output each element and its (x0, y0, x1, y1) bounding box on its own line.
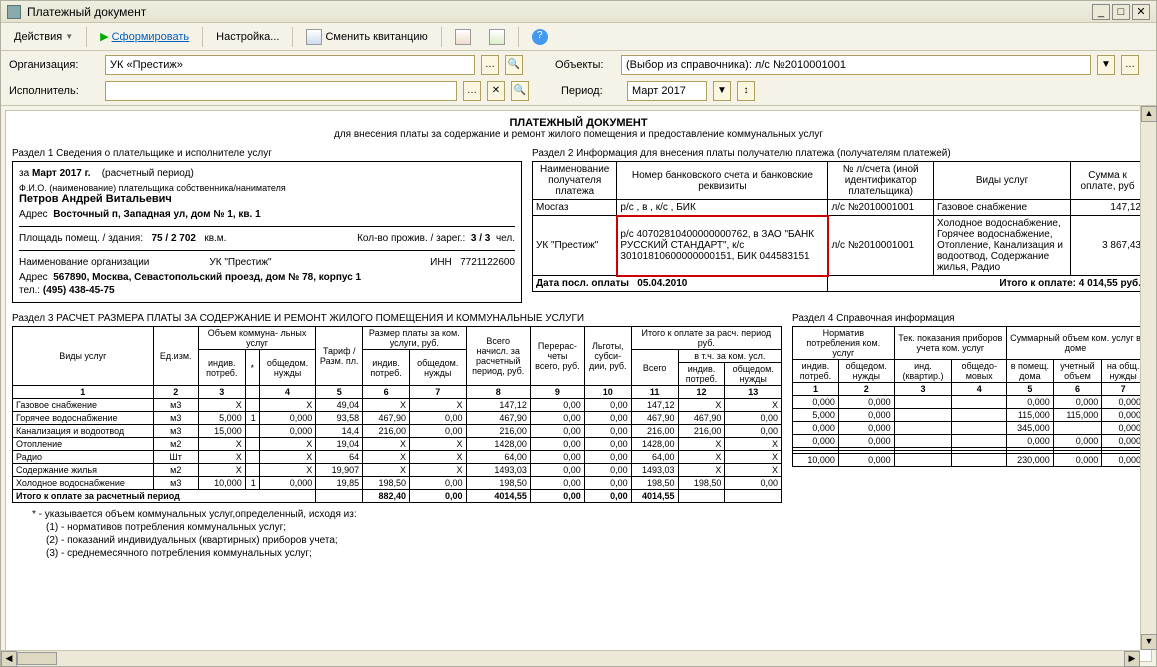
scroll-up-button[interactable]: ▲ (1141, 106, 1157, 122)
calc-table: Виды услугЕд.изм.Объем коммуна- льных ус… (12, 326, 782, 503)
actions-menu[interactable]: Действия▼ (7, 28, 80, 46)
org-input[interactable]: УК «Престиж» (105, 55, 475, 75)
section1-head: Раздел 1 Сведения о плательщике и исполн… (12, 148, 522, 159)
tool-icon-2[interactable] (482, 26, 512, 48)
titlebar: Платежный документ _ □ ✕ (1, 1, 1156, 23)
ref-table: Норматив потребления ком. услугТек. пока… (792, 326, 1145, 467)
recipients-table: Наименование получателя платежа Номер ба… (532, 161, 1145, 292)
settings-button[interactable]: Настройка... (209, 28, 286, 46)
app-icon (7, 5, 21, 19)
scrollbar-horizontal[interactable]: ◀ ▶ (1, 650, 1140, 666)
app-window: Платежный документ _ □ ✕ Действия▼ ▶Сфор… (0, 0, 1157, 667)
scroll-right-button[interactable]: ▶ (1124, 651, 1140, 667)
exec-input[interactable] (105, 81, 457, 101)
table-row: УК "Престиж"р/с 40702810400000000762, в … (533, 216, 1145, 276)
exec-dots-button[interactable]: … (463, 81, 481, 101)
section4-head: Раздел 4 Справочная информация (792, 313, 1145, 324)
window-title: Платежный документ (27, 5, 1092, 19)
exec-clear-button[interactable]: ✕ (487, 81, 505, 101)
obj-label: Объекты: (555, 59, 615, 71)
period-input[interactable]: Март 2017 (627, 81, 707, 101)
tool-icon-1[interactable] (448, 26, 478, 48)
table-row: Мосгазр/с , в , к/с , БИКл/с №2010001001… (533, 200, 1145, 216)
doc-title: ПЛАТЕЖНЫЙ ДОКУМЕНТ (12, 117, 1145, 129)
exec-search-button[interactable]: 🔍 (511, 81, 529, 101)
obj-input[interactable]: (Выбор из справочника): л/с №2010001001 (621, 55, 1091, 75)
org-label: Организация: (9, 59, 99, 71)
scroll-thumb[interactable] (17, 652, 57, 665)
payer-box: за Март 2017 г. (расчетный период) Ф.И.О… (12, 161, 522, 303)
org-search-button[interactable]: 🔍 (505, 55, 523, 75)
section2-head: Раздел 2 Информация для внесения платы п… (532, 148, 1145, 159)
exec-label: Исполнитель: (9, 85, 99, 97)
form-button[interactable]: ▶Сформировать (93, 27, 196, 46)
document-icon (306, 29, 322, 45)
org-dots-button[interactable]: … (481, 55, 499, 75)
minimize-button[interactable]: _ (1092, 4, 1110, 20)
scrollbar-vertical[interactable]: ▲ ▼ (1140, 106, 1156, 650)
period-stepper-button[interactable]: ↕ (737, 81, 755, 101)
scroll-left-button[interactable]: ◀ (1, 651, 17, 667)
footnotes: * - указывается объем коммунальных услуг… (12, 509, 1145, 559)
filter-bar: Организация: УК «Престиж» … 🔍 Объекты: (… (1, 51, 1156, 106)
period-label: Период: (561, 85, 621, 97)
scroll-down-button[interactable]: ▼ (1141, 634, 1157, 650)
section3-head: Раздел 3 РАСЧЕТ РАЗМЕРА ПЛАТЫ ЗА СОДЕРЖА… (12, 313, 782, 324)
obj-dots-button[interactable]: … (1121, 55, 1139, 75)
maximize-button[interactable]: □ (1112, 4, 1130, 20)
report-icon (455, 29, 471, 45)
help-icon: ? (532, 29, 548, 45)
close-button[interactable]: ✕ (1132, 4, 1150, 20)
export-icon (489, 29, 505, 45)
document-area: ПЛАТЕЖНЫЙ ДОКУМЕНТ для внесения платы за… (5, 110, 1152, 662)
toolbar: Действия▼ ▶Сформировать Настройка... Сме… (1, 23, 1156, 51)
period-dropdown-button[interactable]: ▼ (713, 81, 731, 101)
doc-subtitle: для внесения платы за содержание и ремон… (12, 129, 1145, 140)
obj-dropdown-button[interactable]: ▼ (1097, 55, 1115, 75)
help-button[interactable]: ? (525, 26, 555, 48)
change-receipt-button[interactable]: Сменить квитанцию (299, 26, 434, 48)
